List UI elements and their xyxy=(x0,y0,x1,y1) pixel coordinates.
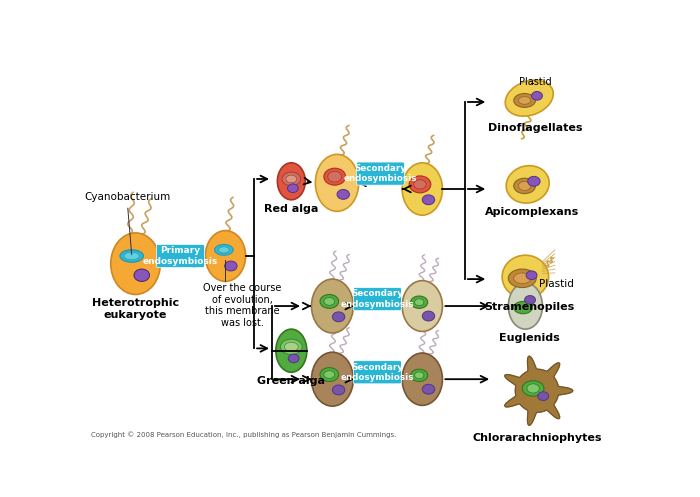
Ellipse shape xyxy=(508,269,536,288)
Ellipse shape xyxy=(286,175,297,183)
Ellipse shape xyxy=(522,381,544,396)
Text: Stramenopiles: Stramenopiles xyxy=(484,302,575,312)
FancyBboxPatch shape xyxy=(157,245,204,267)
Ellipse shape xyxy=(215,245,233,255)
Ellipse shape xyxy=(324,298,335,305)
Ellipse shape xyxy=(276,329,307,372)
Ellipse shape xyxy=(281,339,302,354)
Ellipse shape xyxy=(422,311,435,321)
Text: Dinoflagellates: Dinoflagellates xyxy=(488,123,582,133)
Ellipse shape xyxy=(506,166,550,203)
Ellipse shape xyxy=(409,176,430,193)
Ellipse shape xyxy=(111,233,160,295)
Ellipse shape xyxy=(402,281,442,331)
Ellipse shape xyxy=(502,255,549,298)
Ellipse shape xyxy=(526,271,537,279)
Ellipse shape xyxy=(528,176,540,186)
Ellipse shape xyxy=(282,172,300,186)
Text: Red alga: Red alga xyxy=(264,204,318,214)
Ellipse shape xyxy=(320,368,339,382)
Text: Plastid: Plastid xyxy=(539,279,574,289)
Text: Chlorarachniophytes: Chlorarachniophytes xyxy=(473,433,602,443)
Ellipse shape xyxy=(414,372,424,379)
Ellipse shape xyxy=(411,369,428,382)
Ellipse shape xyxy=(120,250,144,262)
Ellipse shape xyxy=(514,93,536,107)
Ellipse shape xyxy=(531,91,542,100)
Ellipse shape xyxy=(519,181,531,190)
Ellipse shape xyxy=(324,371,335,378)
Ellipse shape xyxy=(414,180,426,189)
Ellipse shape xyxy=(508,283,542,329)
Ellipse shape xyxy=(332,385,345,395)
Ellipse shape xyxy=(312,352,354,406)
Text: Euglenids: Euglenids xyxy=(499,333,559,343)
Ellipse shape xyxy=(524,296,536,304)
Polygon shape xyxy=(505,356,573,425)
Text: Green alga: Green alga xyxy=(258,376,326,386)
Ellipse shape xyxy=(422,195,435,205)
FancyBboxPatch shape xyxy=(354,361,401,384)
Ellipse shape xyxy=(402,353,442,406)
Ellipse shape xyxy=(134,269,150,281)
Text: Secondary
endosymbiosis: Secondary endosymbiosis xyxy=(344,164,417,183)
Ellipse shape xyxy=(324,168,346,185)
Ellipse shape xyxy=(225,261,237,271)
Text: Over the course
of evolution,
this membrane
was lost.: Over the course of evolution, this membr… xyxy=(203,283,281,328)
Ellipse shape xyxy=(320,295,339,308)
Ellipse shape xyxy=(538,392,549,401)
Ellipse shape xyxy=(514,178,536,194)
Ellipse shape xyxy=(218,247,230,253)
Ellipse shape xyxy=(124,252,139,260)
Ellipse shape xyxy=(205,231,246,281)
Ellipse shape xyxy=(514,301,532,314)
Ellipse shape xyxy=(277,163,305,200)
Text: Copyright © 2008 Pearson Education, Inc., publishing as Pearson Benjamin Cumming: Copyright © 2008 Pearson Education, Inc.… xyxy=(92,431,397,438)
Ellipse shape xyxy=(288,354,299,363)
Ellipse shape xyxy=(315,155,358,211)
Ellipse shape xyxy=(505,80,553,116)
Ellipse shape xyxy=(288,184,298,192)
Ellipse shape xyxy=(337,189,349,199)
Text: Cyanobacterium: Cyanobacterium xyxy=(85,192,171,202)
Ellipse shape xyxy=(422,384,435,394)
Ellipse shape xyxy=(312,279,354,333)
Ellipse shape xyxy=(402,163,442,215)
Ellipse shape xyxy=(332,312,345,322)
Ellipse shape xyxy=(514,273,531,284)
Ellipse shape xyxy=(411,296,428,308)
Text: Secondary
endosymbiosis: Secondary endosymbiosis xyxy=(341,289,414,309)
Text: Secondary
endosymbiosis: Secondary endosymbiosis xyxy=(341,362,414,382)
Text: Plastid: Plastid xyxy=(519,77,552,86)
Ellipse shape xyxy=(328,171,342,182)
Ellipse shape xyxy=(519,96,531,104)
Ellipse shape xyxy=(527,384,539,393)
Ellipse shape xyxy=(414,299,424,306)
Text: Heterotrophic
eukaryote: Heterotrophic eukaryote xyxy=(92,298,179,320)
Text: Primary
endosymbiosis: Primary endosymbiosis xyxy=(143,247,218,266)
Ellipse shape xyxy=(284,342,298,351)
FancyBboxPatch shape xyxy=(356,162,405,185)
FancyBboxPatch shape xyxy=(354,288,401,311)
Text: Apicomplexans: Apicomplexans xyxy=(484,207,579,218)
